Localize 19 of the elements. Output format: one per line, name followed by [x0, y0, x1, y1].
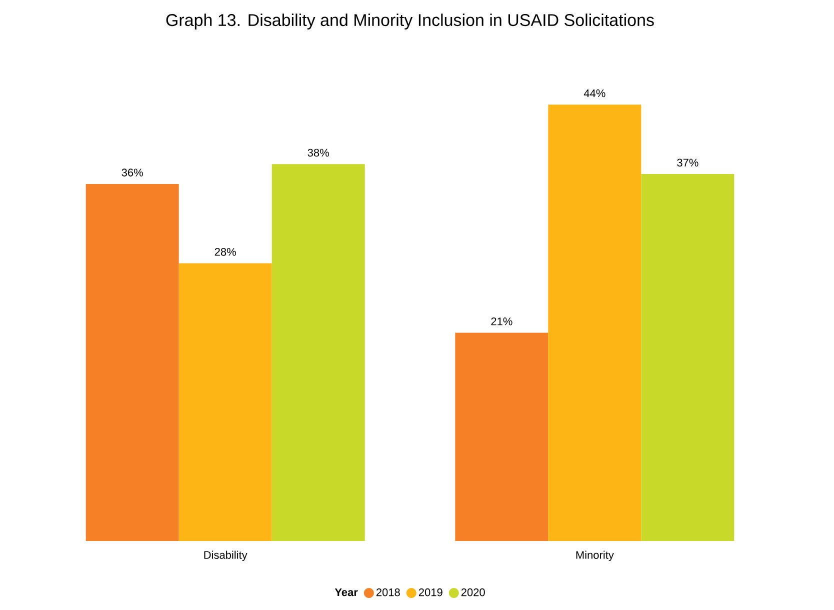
data-label: 28% — [214, 248, 236, 256]
legend-label: 2019 — [418, 588, 442, 596]
x-tick-label: Disability — [204, 550, 248, 562]
bar — [455, 332, 548, 541]
x-tick-label: Minority — [576, 550, 614, 562]
bar — [86, 184, 179, 541]
legend-label: 2020 — [461, 588, 485, 596]
data-label: 38% — [308, 148, 329, 157]
legend-label: 2018 — [376, 588, 400, 596]
bar — [272, 164, 365, 541]
bar — [641, 174, 734, 541]
data-label: 21% — [491, 317, 512, 326]
data-label: 44% — [584, 89, 606, 98]
bar — [548, 104, 642, 541]
chart-title: Graph 13. Disability and Minority Inclusion in USAID Solicitations — [166, 14, 654, 30]
legend-title: Year — [334, 588, 358, 596]
data-label: 36% — [122, 168, 143, 176]
bar — [178, 263, 272, 541]
data-label: 37% — [677, 158, 698, 167]
